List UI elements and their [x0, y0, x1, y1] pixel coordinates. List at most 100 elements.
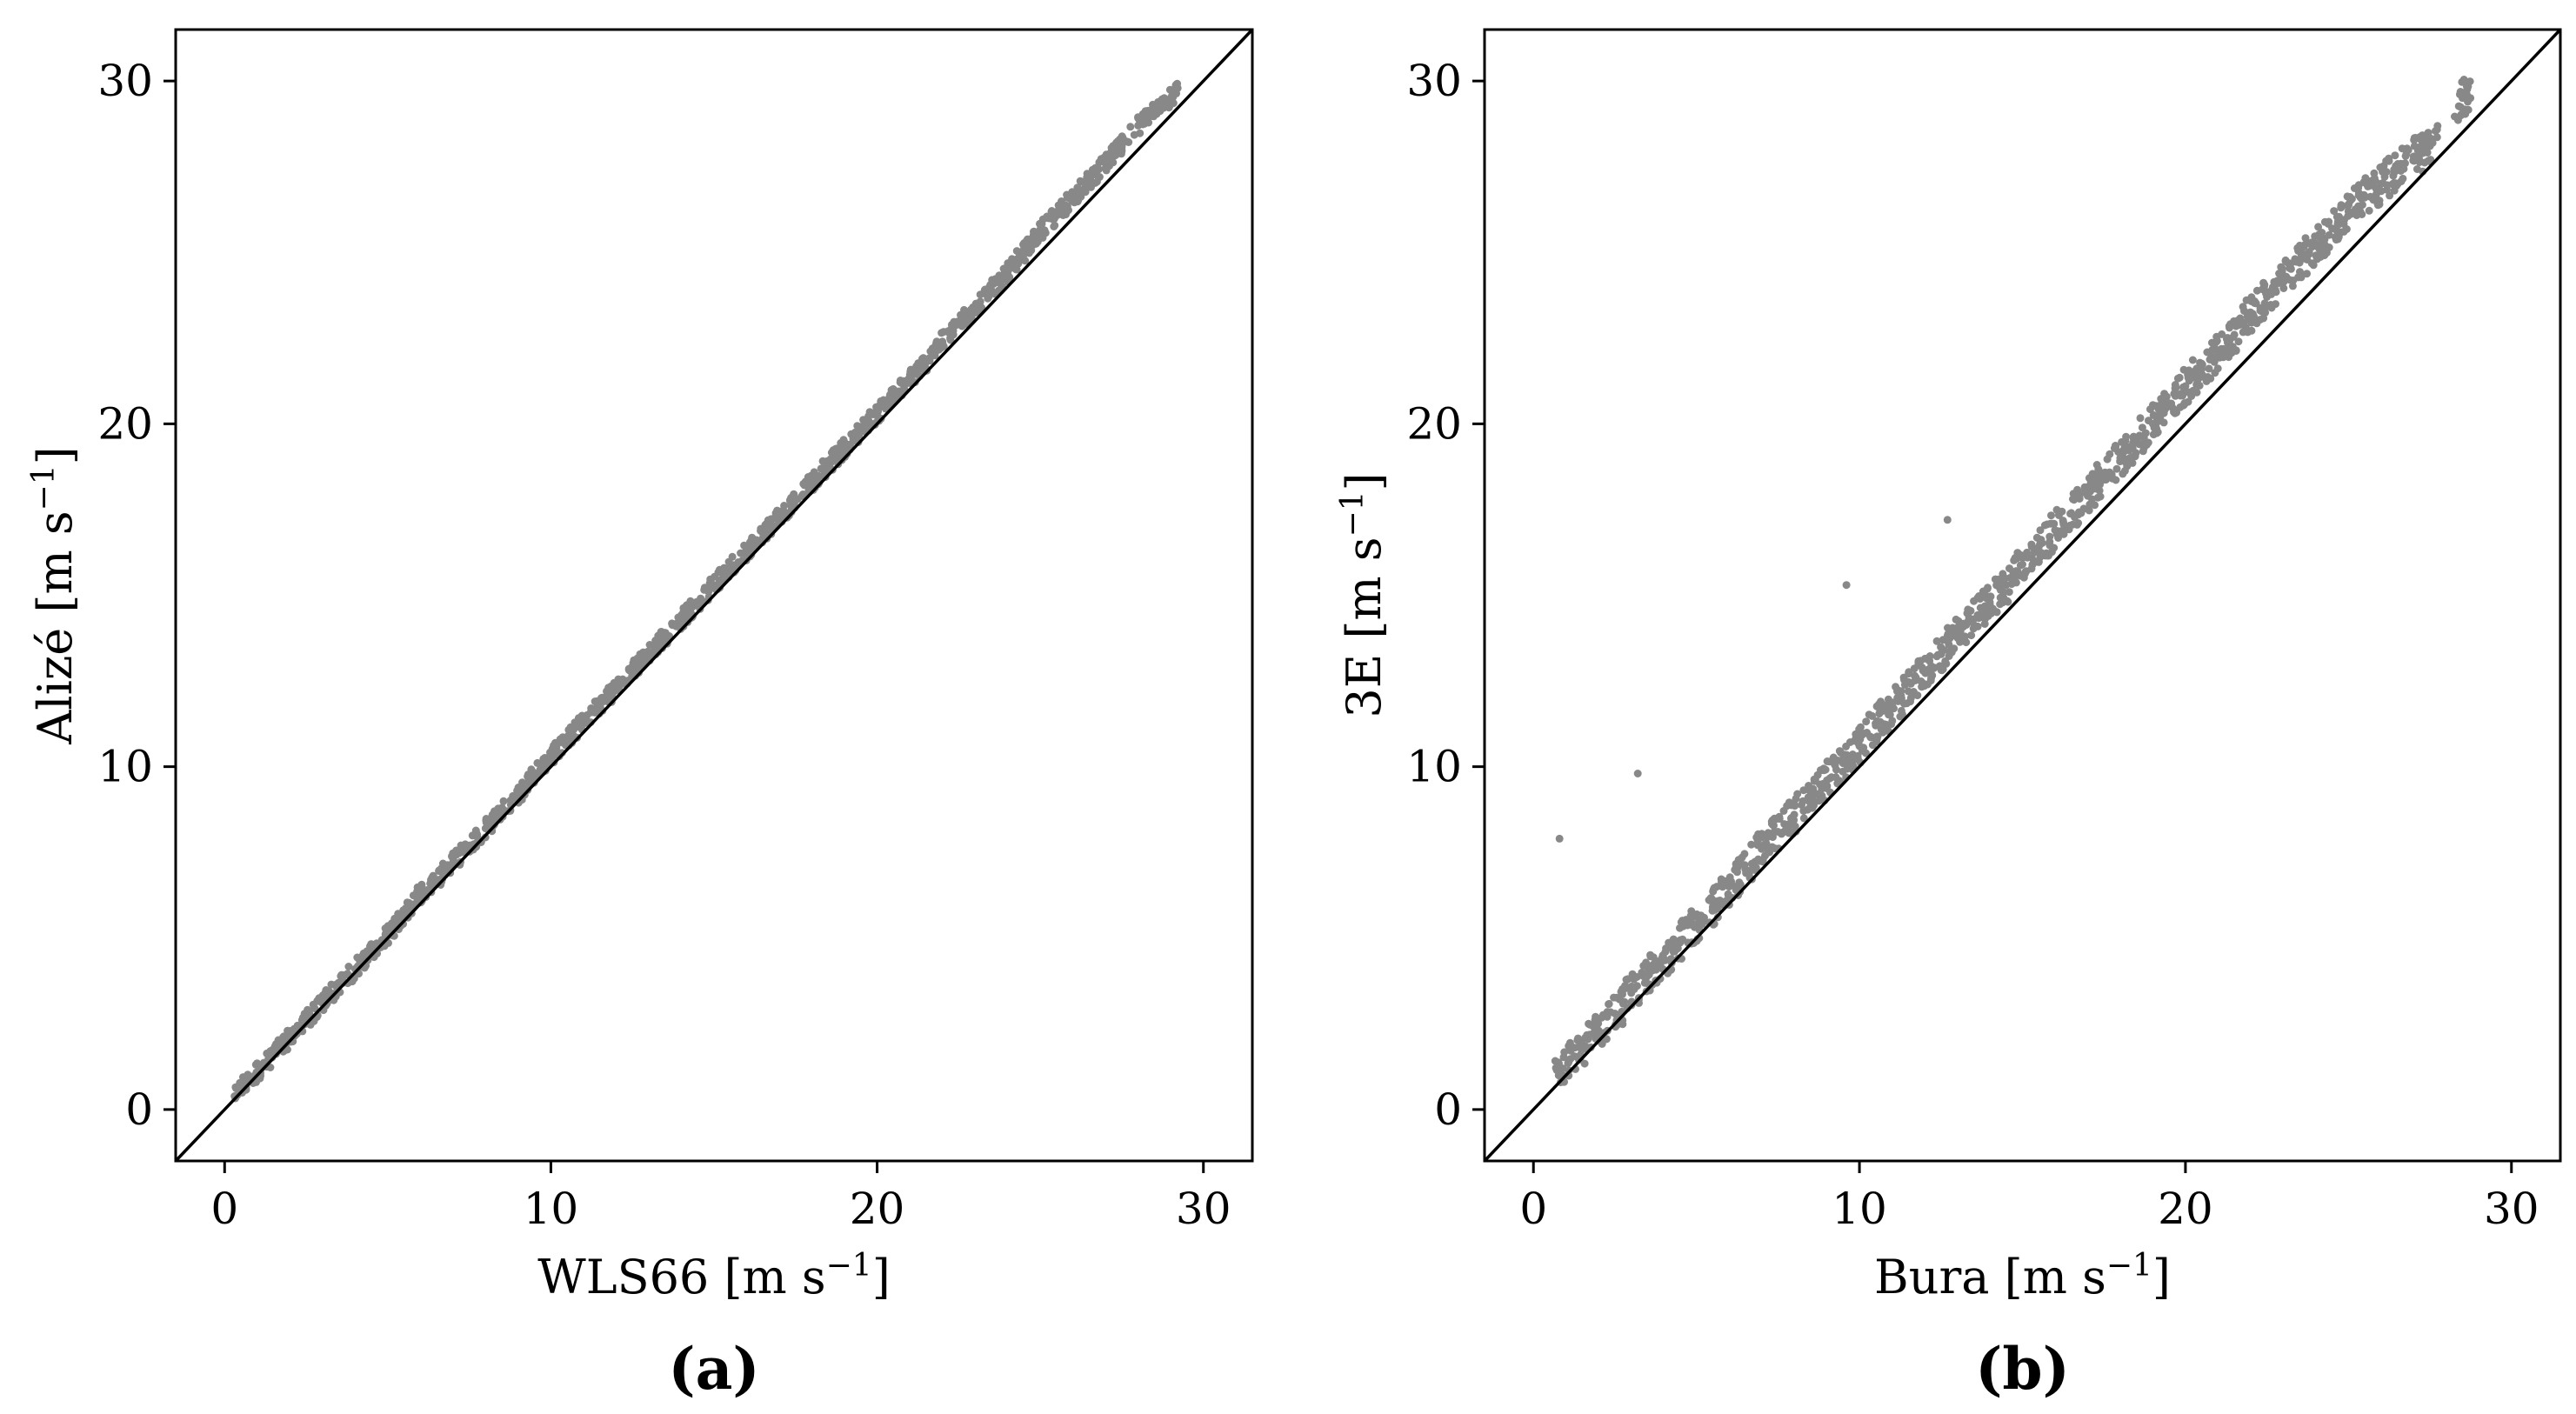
scatter-point-density	[2315, 244, 2323, 253]
scatter-point-density	[1145, 118, 1153, 127]
scatter-point-density	[1646, 952, 1655, 961]
scatter-point-density	[773, 506, 782, 515]
scatter-point-density	[2081, 486, 2090, 495]
scatter-point-density	[2370, 169, 2379, 177]
scatter-point-density	[2168, 404, 2177, 412]
scatter-point-density	[1024, 249, 1033, 257]
scatter-point-density	[2004, 597, 2012, 606]
scatter-point-density	[1013, 259, 1022, 267]
scatter-point-density	[1040, 226, 1049, 235]
scatter-point-density	[1945, 647, 1954, 656]
scatter-point-density	[2179, 389, 2188, 397]
scatter-point-density	[2059, 530, 2068, 538]
scatter-point-density	[2309, 261, 2318, 270]
scatter-point-density	[2043, 551, 2052, 560]
scatter-point-density	[2403, 144, 2412, 153]
scatter-point-density	[562, 738, 571, 747]
scatter-point-density	[1996, 593, 2005, 602]
scatter-point-density	[2145, 417, 2152, 425]
scatter-point-density	[1768, 843, 1777, 851]
scatter-point-density	[418, 887, 427, 896]
x-tick-label: 0	[1519, 1184, 1547, 1234]
scatter-point-density	[958, 322, 966, 330]
scatter-point-density	[1785, 798, 1793, 807]
scatter-point-density	[637, 657, 645, 665]
scatter-point-density	[2005, 564, 2013, 573]
scatter-point-density	[1921, 654, 1929, 663]
scatter-point-density	[2059, 520, 2068, 529]
y-tick-label: 10	[97, 742, 153, 792]
scatter-point-density	[2188, 356, 2197, 364]
scatter-point-density	[2091, 501, 2099, 510]
scatter-point-density	[2260, 299, 2269, 308]
scatter-point-density	[1101, 164, 1110, 172]
scatter-point-density	[1799, 806, 1808, 815]
scatter-point-density	[661, 629, 670, 637]
scatter-point-density	[2189, 373, 2198, 382]
scatter-point-density	[2037, 536, 2045, 544]
scatter-point-density	[1676, 938, 1685, 947]
scatter-point-density	[1091, 178, 1099, 187]
scatter-point-density	[236, 1078, 244, 1087]
scatter-point	[1555, 834, 1564, 843]
scatter-point-density	[2023, 548, 2032, 557]
scatter-point-density	[2185, 366, 2193, 375]
scatter-point-density	[724, 557, 733, 566]
scatter-point-density	[1068, 197, 1077, 205]
scatter-point-density	[2206, 374, 2215, 383]
scatter-point-density	[2159, 418, 2168, 427]
scatter-point-density	[2210, 357, 2219, 366]
scatter-point-density	[1885, 710, 1894, 719]
scatter-point-density	[1897, 687, 1905, 696]
scatter-point-density	[2208, 338, 2216, 347]
scatter-point-density	[1952, 615, 1960, 624]
scatter-point-density	[704, 587, 713, 596]
y-tick-label: 0	[125, 1084, 153, 1135]
scatter-point-density	[525, 771, 534, 780]
scatter-point-density	[1118, 133, 1126, 142]
scatter-point-density	[920, 360, 928, 369]
scatter-point-density	[1856, 735, 1865, 744]
scatter-point-density	[2289, 277, 2298, 284]
scatter-point-density	[2065, 525, 2073, 534]
scatter-point-density	[2451, 112, 2459, 121]
scatter-point-density	[382, 926, 390, 935]
scatter-point-density	[1130, 130, 1138, 139]
scatter-point-density	[1623, 975, 1632, 984]
scatter-point-density	[2136, 414, 2145, 423]
scatter-point-density	[2012, 570, 2021, 578]
scatter-point-density	[1573, 1036, 1582, 1044]
identity-line-a	[174, 28, 1254, 1163]
scatter-point-density	[872, 405, 881, 414]
scatter-point-density	[1937, 650, 1945, 658]
scatter-point-density	[1747, 840, 1756, 849]
scatter-point-density	[1126, 123, 1135, 131]
scatter-point-density	[2279, 277, 2288, 286]
scatter-point-density	[2325, 217, 2333, 226]
scatter-point-density	[1712, 883, 1721, 891]
scatter-point-density	[904, 374, 913, 383]
scatter-point-density	[2213, 364, 2222, 373]
scatter-point-density	[300, 1010, 309, 1018]
scatter-point-density	[2281, 257, 2290, 265]
y-tick-label: 0	[1434, 1084, 1462, 1135]
scatter-point-density	[2213, 351, 2222, 360]
scatter-point-density	[2012, 578, 2020, 587]
y-axis-label-a: Alizé [m s−1]	[26, 446, 83, 744]
scatter-point-density	[2275, 270, 2284, 277]
y-tick-label: 20	[1406, 398, 1462, 449]
scatter-point-density	[1111, 151, 1119, 160]
scatter-point-density	[2106, 450, 2114, 458]
scatter-point-density	[1047, 208, 1056, 216]
y-tick-label: 20	[97, 398, 153, 449]
scatter-point-density	[1853, 755, 1862, 764]
scatter-point-density	[1642, 958, 1651, 967]
scatter-point-density	[2129, 434, 2138, 443]
scatter-point-density	[1063, 202, 1071, 210]
scatter-point-density	[2157, 408, 2166, 417]
scatter-point-density	[2016, 561, 2025, 570]
scatter-point-density	[2243, 312, 2252, 321]
scatter-point-density	[2346, 210, 2355, 218]
scatter-point-density	[1785, 820, 1793, 829]
